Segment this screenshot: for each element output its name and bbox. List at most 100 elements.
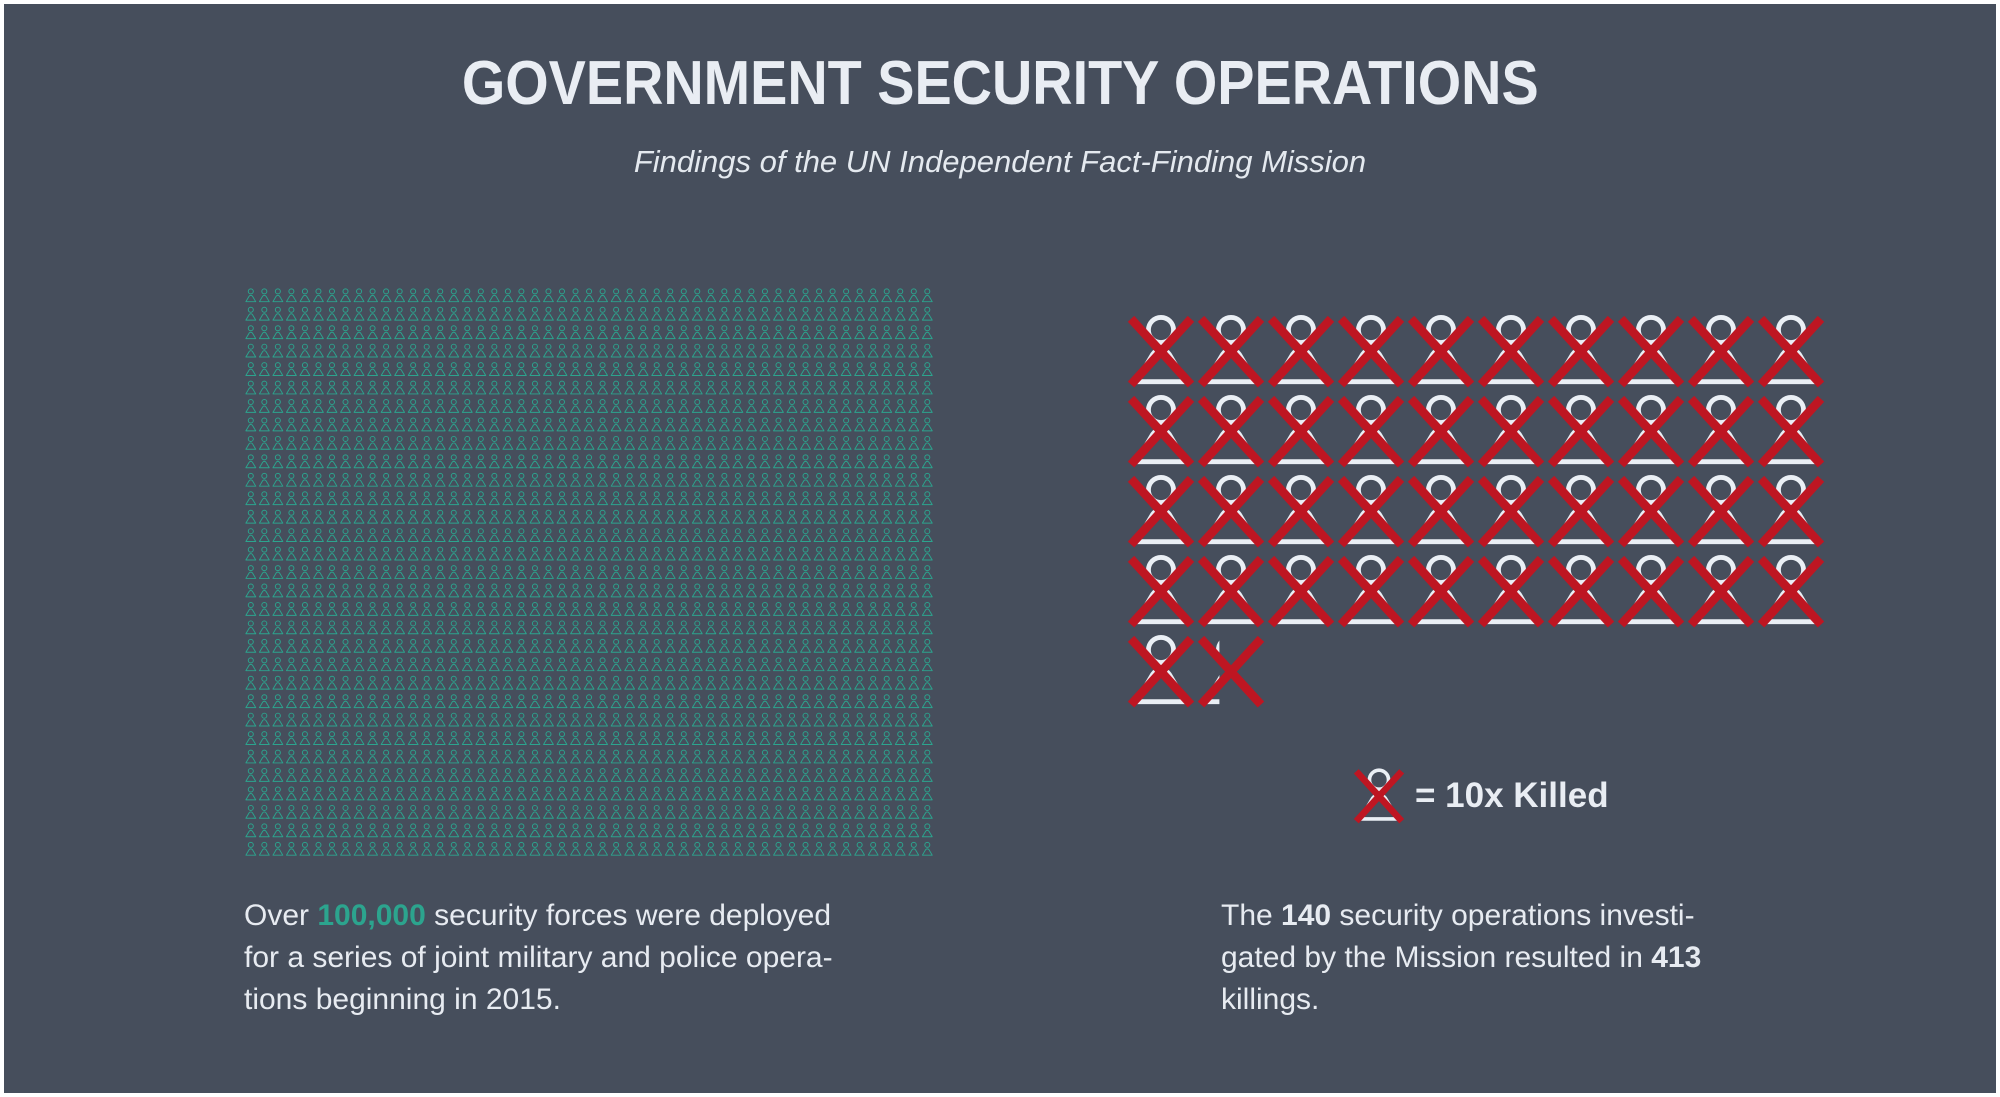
deployed-person-icon	[515, 546, 527, 561]
deployed-person-icon	[353, 546, 365, 561]
deployed-person-icon	[745, 528, 757, 543]
deployed-person-icon	[718, 417, 730, 432]
deployed-person-icon	[759, 638, 771, 653]
deployed-person-icon	[678, 638, 690, 653]
deployed-person-icon	[759, 325, 771, 340]
deployed-person-icon	[475, 306, 487, 321]
deployed-person-icon	[921, 620, 933, 635]
deployed-person-icon	[515, 435, 527, 450]
deployed-person-icon	[448, 823, 460, 838]
deployed-person-icon	[299, 657, 311, 672]
deployed-person-icon	[529, 417, 541, 432]
deployed-person-icon	[583, 749, 595, 764]
deployed-person-icon	[705, 768, 717, 782]
red-x-icon	[1621, 319, 1681, 385]
deployed-person-icon	[488, 804, 500, 819]
deployed-person-icon	[502, 435, 514, 450]
deployed-person-icon	[745, 435, 757, 450]
deployed-person-icon	[394, 638, 406, 653]
deployed-person-icon	[340, 768, 351, 782]
deployed-person-icon	[718, 749, 730, 764]
deployed-person-icon	[610, 638, 622, 653]
deployed-person-icon	[394, 841, 406, 856]
deployed-person-icon	[570, 638, 581, 653]
deployed-person-icon	[759, 362, 771, 376]
deployed-person-icon	[461, 399, 473, 413]
deployed-person-icon	[637, 601, 649, 616]
deployed-person-icon	[353, 601, 365, 616]
deployed-person-icon	[908, 491, 920, 506]
deployed-person-icon	[610, 620, 622, 635]
deployed-person-icon	[921, 638, 933, 653]
deployed-person-icon	[407, 288, 419, 303]
deployed-person-icon	[272, 472, 284, 487]
deployed-person-icon	[773, 306, 784, 321]
deployed-person-icon	[340, 325, 351, 340]
deployed-person-icon	[651, 454, 663, 469]
deployed-person-icon	[313, 528, 324, 543]
deployed-person-icon	[313, 417, 324, 432]
red-x-icon	[1271, 399, 1331, 465]
deployed-person-icon	[637, 417, 649, 432]
deployed-person-icon	[827, 804, 839, 819]
deployed-person-icon	[502, 583, 514, 598]
deployed-person-icon	[637, 712, 649, 727]
deployed-person-icon	[840, 749, 852, 764]
deployed-person-icon	[705, 343, 717, 358]
deployed-person-icon	[448, 675, 460, 690]
deployed-person-icon	[353, 417, 365, 432]
deployed-person-icon	[854, 749, 866, 764]
deployed-person-icon	[570, 435, 581, 450]
deployed-person-icon	[340, 454, 351, 469]
deployed-person-icon	[773, 823, 784, 838]
deployed-person-icon	[840, 675, 852, 690]
deployed-person-icon	[340, 620, 351, 635]
deployed-person-icon	[637, 546, 649, 561]
deployed-person-icon	[394, 417, 406, 432]
deployed-person-icon	[245, 583, 257, 598]
deployed-person-icon	[529, 583, 541, 598]
deployed-person-icon	[881, 565, 893, 579]
deployed-person-icon	[570, 749, 581, 764]
deployed-person-icon	[840, 694, 852, 709]
deployed-person-icon	[894, 343, 906, 358]
deployed-person-icon	[313, 583, 324, 598]
deployed-person-icon	[664, 528, 676, 543]
deployed-person-icon	[718, 509, 730, 524]
deployed-person-icon	[313, 491, 324, 506]
deployed-person-icon	[813, 306, 825, 321]
deployed-person-icon	[556, 491, 568, 506]
deployed-person-icon	[624, 325, 636, 340]
deployed-person-icon	[745, 546, 757, 561]
deployed-person-icon	[461, 528, 473, 543]
deployed-person-icon	[718, 601, 730, 616]
deployed-person-icon	[745, 399, 757, 413]
deployed-person-icon	[475, 472, 487, 487]
deployed-person-icon	[921, 325, 933, 340]
deployed-person-icon	[773, 657, 784, 672]
deployed-person-icon	[691, 454, 703, 469]
deployed-person-icon	[867, 343, 879, 358]
deployed-person-icon	[921, 675, 933, 690]
deployed-person-icon	[326, 786, 338, 801]
deployed-person-icon	[840, 768, 852, 782]
deployed-person-icon	[786, 638, 798, 653]
deployed-person-icon	[258, 325, 270, 340]
deployed-person-icon	[664, 601, 676, 616]
deployed-person-icon	[285, 638, 297, 653]
deployed-person-icon	[597, 620, 609, 635]
deployed-person-icon	[691, 731, 703, 745]
deployed-person-icon	[705, 804, 717, 819]
deployed-person-icon	[678, 472, 690, 487]
deployed-person-icon	[529, 565, 541, 579]
deployed-person-icon	[827, 657, 839, 672]
deployed-person-icon	[597, 343, 609, 358]
deployed-person-icon	[448, 638, 460, 653]
deployed-person-icon	[448, 768, 460, 782]
deployed-person-icon	[394, 657, 406, 672]
deployed-person-icon	[299, 362, 311, 376]
deployed-person-icon	[718, 731, 730, 745]
deployed-person-icon	[488, 343, 500, 358]
deployed-person-icon	[353, 565, 365, 579]
deployed-person-icon	[367, 380, 379, 395]
